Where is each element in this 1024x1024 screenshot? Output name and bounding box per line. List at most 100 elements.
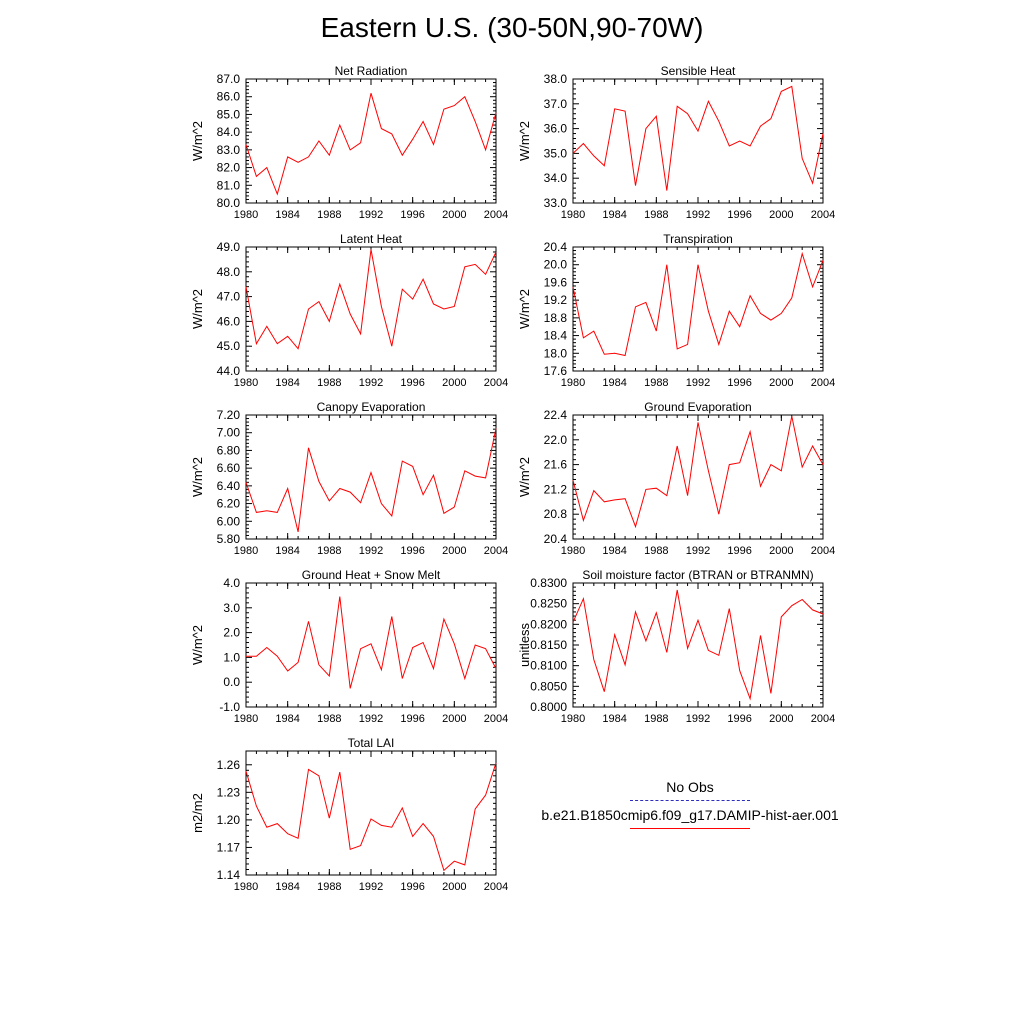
y-tick-label: 0.8250 [530,597,567,611]
y-tick-label: 45.0 [217,339,241,353]
x-tick-label: 2000 [442,881,466,893]
y-tick-label: 6.80 [217,443,241,457]
x-tick-label: 1980 [234,545,258,557]
x-tick-label: 2000 [769,377,793,389]
y-tick-label: 49.0 [217,240,241,254]
y-tick-label: 0.8050 [530,679,567,693]
y-axis-label: m2/m2 [190,793,205,833]
y-tick-label: 4.0 [223,576,240,590]
y-tick-label: 85.0 [217,107,241,121]
y-tick-label: 44.0 [217,364,241,378]
x-tick-label: 1992 [359,881,383,893]
x-tick-label: 1988 [644,545,668,557]
figure-title: Eastern U.S. (30-50N,90-70W) [320,12,704,43]
x-tick-label: 1996 [727,377,751,389]
y-tick-label: 19.6 [544,275,568,289]
x-tick-label: 1992 [359,209,383,221]
y-axis-label: W/m^2 [190,457,205,497]
x-tick-label: 2004 [484,881,508,893]
series-line [572,416,824,529]
x-tick-label: 2004 [484,377,508,389]
y-tick-label: 47.0 [217,290,241,304]
x-tick-label: 1980 [561,713,585,725]
x-tick-label: 1996 [727,713,751,725]
panel-title: Net Radiation [335,64,408,78]
plot-frame [572,582,824,708]
y-tick-label: 18.8 [544,311,568,325]
y-tick-label: 7.20 [217,408,241,422]
x-tick-label: 1984 [275,713,299,725]
panel-title: Soil moisture factor (BTRAN or BTRANMN) [582,568,813,582]
x-tick-label: 1996 [400,713,424,725]
x-tick-label: 1992 [686,713,710,725]
chart-panel: Transpiration W/m^2 1980 1984 1988 1992 1996 20… [517,232,835,389]
x-tick-label: 1980 [234,713,258,725]
y-tick-label: 82.0 [217,161,241,175]
y-tick-label: 46.0 [217,314,241,328]
y-tick-label: 33.0 [544,196,568,210]
y-tick-label: 7.00 [217,426,241,440]
x-tick-label: 1984 [275,377,299,389]
x-tick-label: 1984 [275,545,299,557]
chart-panel: Total LAI m2/m2 1980 1984 1988 1992 1996 2000 20… [190,736,508,893]
x-tick-label: 1980 [561,377,585,389]
x-tick-label: 2004 [484,713,508,725]
y-tick-label: 3.0 [223,601,240,615]
x-tick-label: 1996 [400,209,424,221]
x-tick-label: 1988 [317,713,341,725]
x-tick-label: 1992 [359,377,383,389]
y-tick-label: 87.0 [217,72,241,86]
legend-label-model: b.e21.B1850cmip6.f09_g17.DAMIP-hist-aer.… [541,807,839,823]
x-tick-label: 1992 [686,209,710,221]
x-tick-label: 1992 [359,545,383,557]
x-tick-label: 2000 [769,713,793,725]
y-tick-label: 36.0 [544,122,568,136]
y-axis-label: W/m^2 [190,625,205,665]
y-axis-label: W/m^2 [517,457,532,497]
y-axis-label: W/m^2 [517,289,532,329]
chart-panel: Net Radiation W/m^2 1980 1984 1988 1992 1996 20… [190,64,508,221]
y-tick-label: 20.8 [544,507,568,521]
legend-swatch-model [630,828,750,829]
x-tick-label: 1984 [602,545,626,557]
y-tick-label: 22.4 [544,408,568,422]
y-tick-label: 18.4 [544,329,568,343]
y-tick-label: 22.0 [544,433,568,447]
x-tick-label: 1996 [727,545,751,557]
y-tick-label: 0.8100 [530,659,567,673]
x-tick-label: 2004 [484,545,508,557]
panel-title: Transpiration [663,232,733,246]
y-tick-label: 6.40 [217,479,241,493]
panel-title: Sensible Heat [661,64,736,78]
y-tick-label: 20.4 [544,240,568,254]
x-tick-label: 1984 [275,881,299,893]
panel-title: Ground Heat + Snow Melt [302,568,441,582]
y-tick-label: 17.6 [544,364,568,378]
y-tick-label: 1.14 [217,868,241,882]
x-tick-label: 1996 [400,377,424,389]
y-tick-label: 0.8200 [530,617,567,631]
plot-frame [245,246,497,372]
y-tick-label: 0.8300 [530,576,567,590]
y-tick-label: 0.8000 [530,700,567,714]
y-tick-label: 48.0 [217,265,241,279]
x-tick-label: 1988 [644,209,668,221]
y-tick-label: 1.17 [217,840,241,854]
series-line [245,249,497,350]
y-tick-label: 6.60 [217,461,241,475]
plot-frame [572,78,824,204]
x-tick-label: 1984 [602,209,626,221]
legend: No Obs b.e21.B1850cmip6.f09_g17.DAMIP-hi… [530,778,850,834]
plot-frame [245,414,497,540]
x-tick-label: 1992 [359,713,383,725]
legend-swatch-obs [630,800,750,801]
x-tick-label: 2000 [442,545,466,557]
y-tick-label: 86.0 [217,90,241,104]
y-tick-label: 80.0 [217,196,241,210]
y-axis-label: W/m^2 [517,121,532,161]
series-line [572,589,824,701]
plot-frame [572,414,824,540]
y-tick-label: 21.2 [544,482,568,496]
legend-label-obs: No Obs [666,779,714,795]
y-tick-label: 34.0 [544,171,568,185]
